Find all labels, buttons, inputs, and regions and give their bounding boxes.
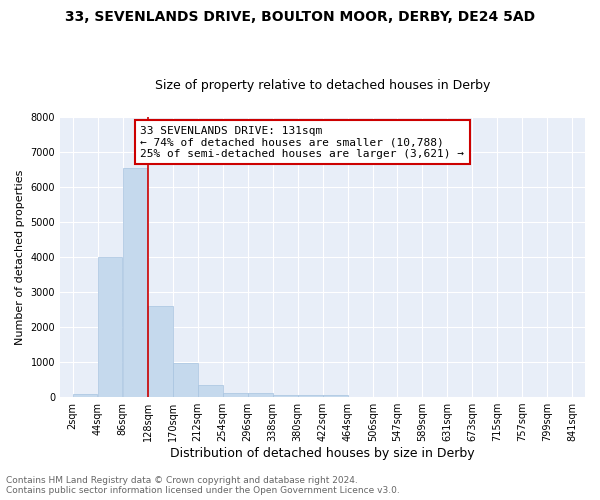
Text: Contains HM Land Registry data © Crown copyright and database right 2024.
Contai: Contains HM Land Registry data © Crown c… bbox=[6, 476, 400, 495]
Bar bbox=[123, 168, 148, 397]
X-axis label: Distribution of detached houses by size in Derby: Distribution of detached houses by size … bbox=[170, 447, 475, 460]
Bar bbox=[223, 392, 248, 397]
Bar bbox=[298, 394, 323, 397]
Bar bbox=[198, 385, 223, 397]
Bar bbox=[323, 395, 347, 397]
Text: 33 SEVENLANDS DRIVE: 131sqm
← 74% of detached houses are smaller (10,788)
25% of: 33 SEVENLANDS DRIVE: 131sqm ← 74% of det… bbox=[140, 126, 464, 158]
Bar bbox=[73, 394, 97, 397]
Text: 33, SEVENLANDS DRIVE, BOULTON MOOR, DERBY, DE24 5AD: 33, SEVENLANDS DRIVE, BOULTON MOOR, DERB… bbox=[65, 10, 535, 24]
Bar bbox=[248, 393, 272, 397]
Bar bbox=[273, 395, 298, 397]
Bar bbox=[173, 363, 197, 397]
Bar bbox=[98, 257, 122, 397]
Y-axis label: Number of detached properties: Number of detached properties bbox=[15, 169, 25, 344]
Bar bbox=[148, 306, 173, 397]
Title: Size of property relative to detached houses in Derby: Size of property relative to detached ho… bbox=[155, 79, 490, 92]
